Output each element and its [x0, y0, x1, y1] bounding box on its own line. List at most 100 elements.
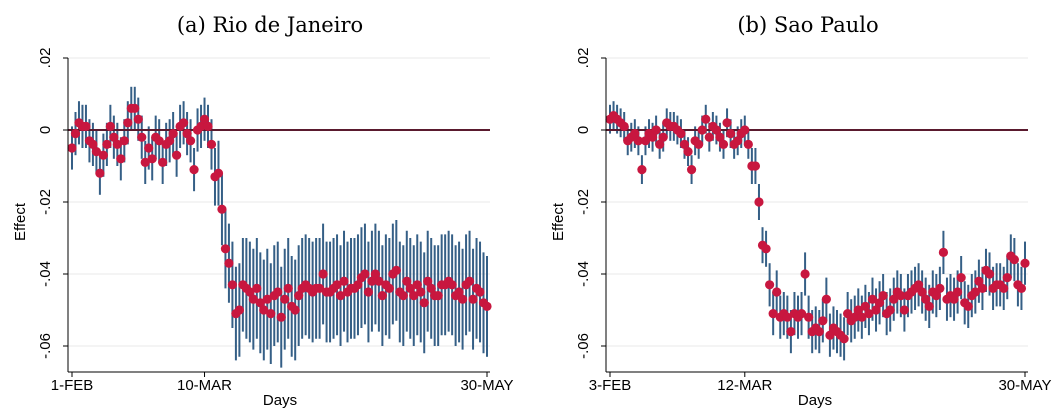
x-tick-label: 1-FEB [51, 377, 94, 394]
data-point [377, 291, 387, 301]
data-point [182, 129, 192, 139]
data-point [899, 305, 910, 315]
data-point [360, 269, 370, 279]
data-point [290, 305, 300, 315]
data-point [374, 276, 384, 286]
data-point [1009, 255, 1019, 265]
data-point [433, 291, 443, 301]
data-point [786, 327, 796, 337]
data-point [273, 287, 283, 297]
data-point [81, 121, 91, 131]
y-ticks: -.06 -.04 -.02 0 .02 [575, 48, 592, 359]
data-point [743, 139, 753, 149]
data-point [761, 244, 771, 254]
data-point [255, 298, 265, 308]
data-point [768, 309, 778, 319]
data-point [339, 276, 349, 286]
data-point [412, 280, 422, 290]
data-point [697, 125, 707, 135]
y-tick-label: 0 [37, 126, 54, 134]
data-point [199, 114, 210, 124]
data-point [315, 283, 325, 293]
x-tick-label: 12-MAR [717, 377, 772, 394]
data-point [924, 301, 934, 311]
data-point [1002, 273, 1012, 283]
data-point [917, 287, 927, 297]
data-point [694, 139, 704, 149]
y-tick-label: 0 [575, 126, 592, 134]
data-point [224, 258, 234, 268]
data-point [711, 125, 722, 135]
data-point [419, 298, 429, 308]
data-point [426, 283, 436, 293]
data-point [370, 269, 381, 279]
data-point [409, 291, 419, 301]
data-point [91, 147, 102, 157]
data-point [1020, 258, 1030, 268]
data-point [454, 287, 464, 297]
panel-title: (a) Rio de Janeiro [177, 13, 363, 37]
x-tick-label: 3-FEB [589, 377, 632, 394]
data-point [949, 294, 959, 304]
data-point [105, 121, 115, 131]
data-point [637, 165, 647, 175]
data-point [765, 280, 775, 290]
data-point [896, 291, 906, 301]
data-point [119, 136, 129, 146]
y-tick-label: -.06 [575, 333, 592, 359]
data-point [655, 139, 665, 149]
data-point [468, 294, 478, 304]
data-point [447, 280, 457, 290]
data-point [874, 298, 885, 308]
data-point [112, 139, 122, 149]
data-point [213, 168, 224, 178]
data-point [658, 132, 668, 142]
data-point [722, 118, 732, 128]
data-point [189, 165, 199, 175]
panel-sao-paulo: (b) Sao Paulo Effect Days -.06 -.04 -.02… [550, 13, 1052, 409]
data-point [633, 136, 643, 146]
y-tick-label: .02 [575, 48, 592, 69]
data-point [363, 287, 374, 297]
x-ticks: 3-FEB 12-MAR 30-MAY [589, 377, 1052, 394]
data-point [857, 312, 867, 322]
data-point [332, 280, 342, 290]
data-point [839, 334, 849, 344]
data-point [867, 294, 878, 304]
data-point [953, 287, 963, 297]
data-point [88, 139, 98, 149]
y-tick-label: -.04 [37, 261, 54, 287]
data-point [391, 265, 401, 275]
data-point [137, 132, 147, 142]
data-point [217, 204, 227, 214]
data-point [740, 125, 750, 135]
data-point [280, 294, 290, 304]
data-point [782, 312, 792, 322]
data-point [970, 287, 980, 297]
data-point [384, 283, 394, 293]
data-point [398, 291, 408, 301]
data-point [475, 287, 485, 297]
data-point [457, 294, 468, 304]
data-point [640, 136, 651, 146]
data-point [95, 168, 105, 178]
data-point [70, 129, 81, 139]
data-point [889, 294, 899, 304]
data-point [956, 273, 966, 283]
data-point [683, 147, 693, 157]
confidence-intervals [609, 101, 1026, 361]
data-point [977, 283, 988, 293]
data-point [1016, 283, 1027, 293]
data-point [416, 287, 426, 297]
data-point [647, 132, 658, 142]
data-point [913, 280, 924, 290]
x-axis-label: Days [263, 392, 297, 409]
point-estimates [67, 103, 492, 322]
panel-rio-de-janeiro: (a) Rio de Janeiro Effect Days -.06 -.04… [12, 13, 514, 409]
y-tick-label: -.04 [575, 261, 592, 287]
data-point [220, 244, 231, 254]
data-point [178, 118, 189, 128]
data-point [353, 280, 363, 290]
data-point [335, 291, 346, 301]
data-point [974, 276, 984, 286]
